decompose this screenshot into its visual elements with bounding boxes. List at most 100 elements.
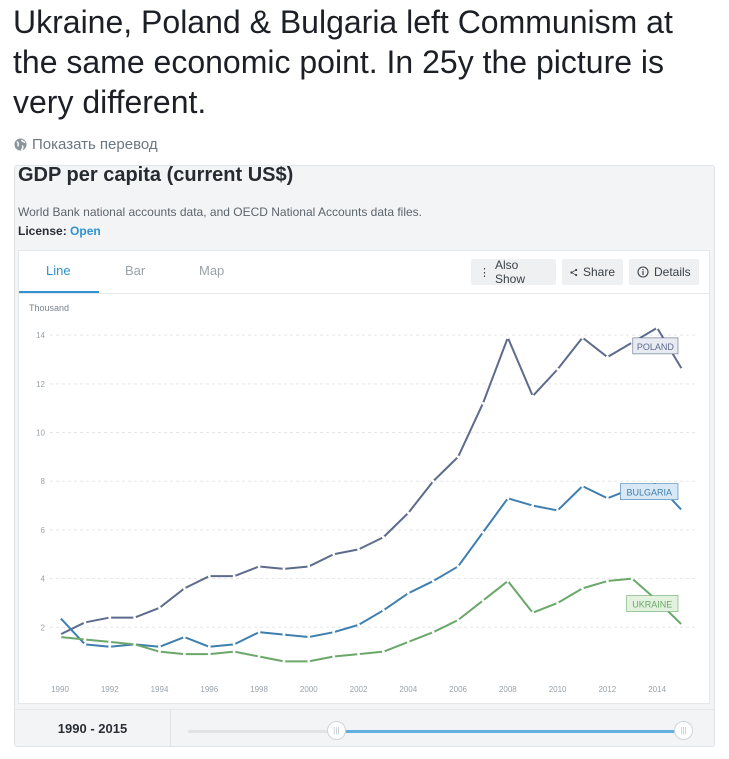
- kebab-icon: ⋮: [479, 266, 490, 279]
- chart-panel: Line Bar Map ⋮ Also Show Share De: [18, 250, 710, 704]
- bulgaria-data-point: [58, 616, 62, 619]
- poland-data-point: [556, 367, 559, 371]
- license: License: Open: [18, 224, 101, 238]
- y-unit-label: Thousand: [29, 303, 69, 313]
- ukraine-data-point: [382, 650, 385, 654]
- poland-data-point: [456, 455, 460, 459]
- y-tick-label: 2: [41, 623, 46, 632]
- poland-series-line: [59, 326, 683, 636]
- bulgaria-data-point: [431, 579, 435, 583]
- bulgaria-data-point: [357, 623, 360, 627]
- poland-data-point: [357, 548, 360, 551]
- poland-data-point: [158, 606, 161, 610]
- range-footer: 1990 - 2015 ||| |||: [15, 709, 714, 746]
- range-label: 1990 - 2015: [15, 710, 171, 746]
- share-button[interactable]: Share: [562, 259, 623, 285]
- poland-data-point: [282, 567, 286, 571]
- poland-data-point: [257, 565, 261, 568]
- x-tick-label: 2008: [499, 685, 517, 694]
- tweet-text: Ukraine, Poland & Bulgaria left Communis…: [13, 4, 673, 120]
- bulgaria-data-point: [581, 484, 584, 488]
- y-tick-label: 14: [36, 331, 45, 340]
- poland-data-point: [108, 616, 112, 619]
- details-label: Details: [654, 265, 691, 279]
- ukraine-data-point: [406, 640, 410, 644]
- active-tab-indicator: [19, 291, 99, 293]
- range-end-handle[interactable]: |||: [674, 721, 693, 740]
- license-label: License:: [18, 224, 67, 238]
- ukraine-data-point: [481, 599, 485, 602]
- ukraine-data-point: [332, 655, 336, 658]
- bulgaria-data-point: [282, 633, 286, 637]
- poland-data-point: [183, 586, 186, 590]
- x-tick-label: 2002: [350, 685, 368, 694]
- bulgaria-data-point: [108, 645, 112, 649]
- bulgaria-data-point: [680, 509, 684, 512]
- ukraine-data-point: [108, 640, 112, 644]
- tab-map[interactable]: Map: [199, 263, 225, 278]
- poland-data-point: [406, 511, 410, 515]
- x-tick-label: 2010: [549, 685, 567, 694]
- bulgaria-data-point: [257, 630, 261, 634]
- poland-data-point: [506, 336, 510, 340]
- poland-data-point: [481, 401, 485, 405]
- poland-data-point: [605, 355, 609, 359]
- ukraine-series-label: UKRAINE: [632, 600, 672, 610]
- globe-icon: [14, 137, 27, 151]
- y-tick-label: 8: [41, 477, 46, 486]
- license-link[interactable]: Open: [70, 224, 101, 238]
- bulgaria-data-point: [207, 645, 211, 649]
- ukraine-data-point: [630, 577, 634, 581]
- ukraine-data-point: [456, 618, 460, 622]
- ukraine-data-point: [581, 586, 584, 590]
- bulgaria-data-point: [605, 496, 609, 500]
- chart-title: GDP per capita (current US$): [18, 165, 294, 186]
- x-tick-label: 2006: [449, 685, 467, 694]
- x-tick-label: 1998: [250, 685, 268, 694]
- x-tick-label: 1992: [101, 685, 119, 694]
- bulgaria-data-point: [456, 565, 460, 568]
- ukraine-label-box: [626, 595, 679, 612]
- poland-data-point: [307, 565, 311, 568]
- poland-data-point: [332, 552, 336, 556]
- poland-label-box: [632, 337, 679, 355]
- ukraine-data-point: [183, 652, 186, 656]
- ukraine-data-point: [431, 630, 435, 634]
- x-tick-label: 1996: [200, 685, 218, 694]
- ukraine-data-point: [307, 659, 311, 663]
- also-show-label: Also Show: [495, 258, 526, 286]
- ukraine-data-point: [207, 652, 211, 656]
- bulgaria-data-point: [83, 642, 87, 646]
- ukraine-data-point: [605, 579, 609, 583]
- bulgaria-series-label: BULGARIA: [626, 488, 672, 498]
- chart-tabs: Line Bar Map ⋮ Also Show Share De: [19, 251, 709, 294]
- tab-bar[interactable]: Bar: [125, 263, 146, 278]
- bulgaria-data-point: [556, 509, 559, 512]
- x-tick-label: 2000: [300, 685, 318, 694]
- poland-data-point: [207, 574, 211, 578]
- poland-data-point: [232, 574, 236, 578]
- ukraine-data-point: [232, 650, 236, 654]
- bulgaria-data-point: [307, 635, 311, 639]
- range-start-handle[interactable]: |||: [326, 721, 346, 740]
- chart-card: GDP per capita (current US$) World Bank …: [14, 165, 715, 747]
- ukraine-series-line: [59, 577, 683, 663]
- poland-data-point: [58, 633, 62, 637]
- also-show-button[interactable]: ⋮ Also Show: [471, 258, 556, 286]
- poland-data-point: [83, 621, 87, 624]
- poland-data-point: [133, 616, 137, 619]
- tab-line[interactable]: Line: [46, 263, 71, 278]
- line-chart: Thousand 2 4 6 8 10 12 14 1990 1992 1994 1996 1998 20…: [29, 303, 698, 694]
- ukraine-data-point: [282, 659, 286, 663]
- details-button[interactable]: Details: [629, 259, 699, 285]
- bulgaria-data-point: [232, 642, 236, 646]
- x-tick-label: 2004: [399, 685, 417, 694]
- bulgaria-data-point: [506, 496, 510, 500]
- ukraine-data-point: [83, 638, 87, 641]
- translate-link[interactable]: Показать перевод: [14, 134, 158, 154]
- bulgaria-series-line: [59, 482, 683, 648]
- bulgaria-data-point: [531, 504, 535, 507]
- ukraine-data-point: [556, 601, 559, 605]
- y-tick-label: 4: [41, 575, 46, 584]
- ukraine-data-point: [531, 611, 535, 615]
